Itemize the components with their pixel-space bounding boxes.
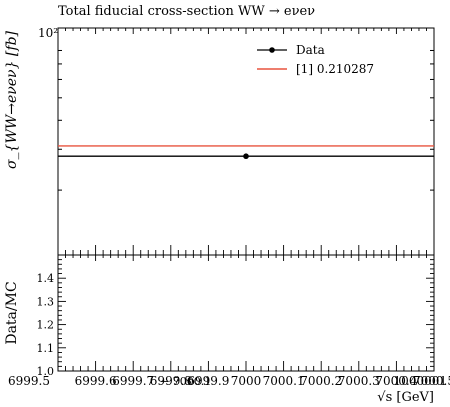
ratio-y-tick-label: 1.4	[37, 272, 55, 285]
x-axis-label: √s [GeV]	[377, 390, 434, 405]
data-point	[243, 153, 249, 160]
legend: Data [1] 0.210287	[257, 43, 374, 76]
ratio-y-tick-label: 1.2	[37, 319, 55, 332]
ratio-x-tick-label: 6999.6	[75, 374, 117, 388]
ratio-y-tick-label: 1.3	[37, 295, 55, 308]
legend-mc-label: [1] 0.210287	[296, 62, 374, 76]
ratio-y-axis-label: Data/MC	[4, 281, 20, 344]
ratio-y-tick-labels: 1.0 1.1 1.2 1.3 1.4	[37, 272, 55, 378]
ratio-x-ticks	[57, 255, 435, 371]
ratio-x-tick-label: 6999.5	[8, 374, 50, 388]
ratio-y-tick-label: 1.1	[37, 342, 55, 355]
main-y-ticks	[58, 27, 434, 191]
main-plot-frame	[57, 27, 435, 256]
ratio-x-tick-label: 7000.2	[300, 374, 342, 388]
x-end-label: 1000001	[394, 374, 447, 388]
ratio-x-tick-label: 6999.9	[187, 374, 229, 388]
ratio-x-tick-label: 7000	[231, 374, 262, 388]
ratio-y-tick-label: 1.0	[37, 365, 55, 378]
ratio-x-tick-label: 6999.7	[112, 374, 154, 388]
main-x-ticks	[57, 28, 435, 255]
x-offset-label: − 7000.1	[160, 375, 211, 388]
ratio-plot-frame	[57, 254, 435, 372]
chart-title: Total fiducial cross-section WW → eνeν	[58, 4, 315, 19]
main-y-axis-label: σ_{WW→eνeν} [fb]	[4, 30, 20, 169]
ratio-y-ticks	[58, 254, 434, 372]
ratio-x-tick-label: 7000.4	[375, 374, 417, 388]
legend-data-swatch-point	[269, 47, 275, 53]
series-layer	[58, 145, 434, 160]
ratio-x-tick-label: 7000.3	[338, 374, 380, 388]
ratio-x-tick-label: 7000.5	[413, 374, 450, 388]
main-y-tick-label-100: 10²	[38, 26, 58, 40]
ratio-x-tick-label: 7000.1	[263, 374, 305, 388]
legend-data-label: Data	[296, 43, 325, 57]
ratio-x-tick-label: 6999.8	[150, 374, 192, 388]
